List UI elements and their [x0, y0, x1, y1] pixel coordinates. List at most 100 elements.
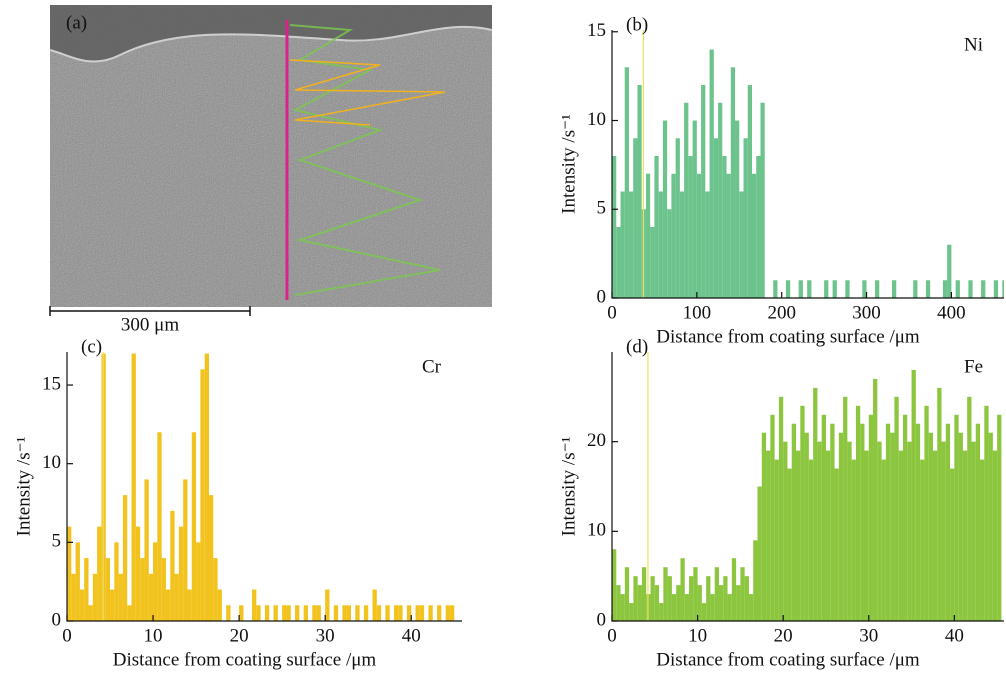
bar — [616, 585, 621, 621]
bar — [312, 605, 317, 621]
bar — [659, 603, 664, 621]
bar — [650, 576, 655, 621]
bar — [868, 414, 874, 621]
bar — [714, 567, 719, 621]
bar — [898, 450, 904, 621]
bar — [153, 542, 158, 621]
bar — [804, 432, 809, 621]
bar — [875, 280, 880, 298]
bar — [415, 605, 420, 621]
bar — [726, 173, 731, 298]
bar — [907, 441, 912, 621]
bar — [705, 191, 710, 298]
bar — [892, 280, 897, 298]
bar — [722, 156, 727, 298]
bar — [178, 526, 184, 621]
bar — [264, 605, 270, 621]
x-tick-label: 0 — [62, 625, 72, 646]
bar — [295, 605, 300, 621]
y-tick-label: 20 — [587, 430, 606, 451]
bar — [252, 589, 257, 621]
bar — [992, 450, 998, 621]
x-tick-label: 30 — [316, 625, 335, 646]
bar — [735, 120, 740, 298]
bar — [942, 280, 948, 298]
bar — [925, 280, 931, 298]
bar — [877, 441, 882, 621]
bar — [928, 432, 933, 621]
y-tick-label: 0 — [597, 286, 607, 307]
bar — [174, 573, 179, 621]
bar — [689, 576, 694, 621]
x-tick-label: 10 — [144, 625, 163, 646]
bar — [696, 173, 702, 298]
bar — [406, 605, 412, 621]
bar — [824, 280, 829, 298]
bar — [398, 605, 403, 621]
bar — [981, 280, 986, 298]
y-tick-label: 10 — [587, 520, 606, 541]
bar — [778, 396, 784, 621]
bar — [325, 589, 330, 621]
bar — [723, 576, 728, 621]
bar — [993, 280, 999, 298]
bar — [684, 594, 690, 621]
bar — [800, 405, 805, 621]
bar — [105, 558, 111, 621]
bar — [947, 244, 952, 298]
element-label: Ni — [964, 34, 983, 55]
bar — [122, 495, 128, 621]
bar — [962, 450, 968, 621]
bar — [873, 378, 878, 621]
bar — [97, 526, 102, 621]
bar — [796, 450, 801, 621]
bar — [633, 576, 638, 621]
bar — [67, 526, 72, 621]
bar — [817, 441, 822, 621]
bar — [864, 450, 869, 621]
bar — [445, 605, 450, 621]
bar — [629, 603, 634, 621]
bar — [941, 441, 946, 621]
bar — [747, 85, 752, 298]
panel-label: (d) — [626, 336, 648, 357]
bar — [825, 450, 831, 621]
bar — [718, 585, 724, 621]
x-tick-label: 300 — [852, 302, 881, 323]
bar — [774, 459, 779, 621]
bar — [200, 369, 205, 621]
y-tick-label: 10 — [587, 109, 606, 130]
x-tick-label: 20 — [230, 625, 249, 646]
bar — [740, 567, 745, 621]
bar — [791, 423, 797, 621]
bar — [684, 102, 689, 298]
bar — [140, 558, 145, 621]
bar — [860, 423, 865, 621]
bar — [821, 414, 826, 621]
bar — [226, 605, 231, 621]
bar — [709, 49, 714, 298]
bar — [843, 396, 848, 621]
bar — [419, 605, 425, 621]
bar — [950, 468, 955, 621]
bar — [813, 387, 818, 621]
bar — [213, 558, 218, 621]
bar — [355, 605, 360, 621]
bar — [847, 441, 852, 621]
bar — [761, 432, 767, 621]
bar — [316, 605, 321, 621]
bar — [706, 576, 711, 621]
x-tick-label: 30 — [859, 625, 878, 646]
bar — [787, 468, 792, 621]
bar — [710, 594, 715, 621]
bar — [662, 120, 668, 298]
x-tick-label: 40 — [945, 625, 964, 646]
bar — [894, 396, 899, 621]
panel-label: (a) — [66, 12, 87, 33]
bar — [239, 605, 244, 621]
bar — [838, 432, 844, 621]
bars — [612, 369, 1002, 621]
bar — [144, 479, 149, 621]
bar — [920, 459, 925, 621]
